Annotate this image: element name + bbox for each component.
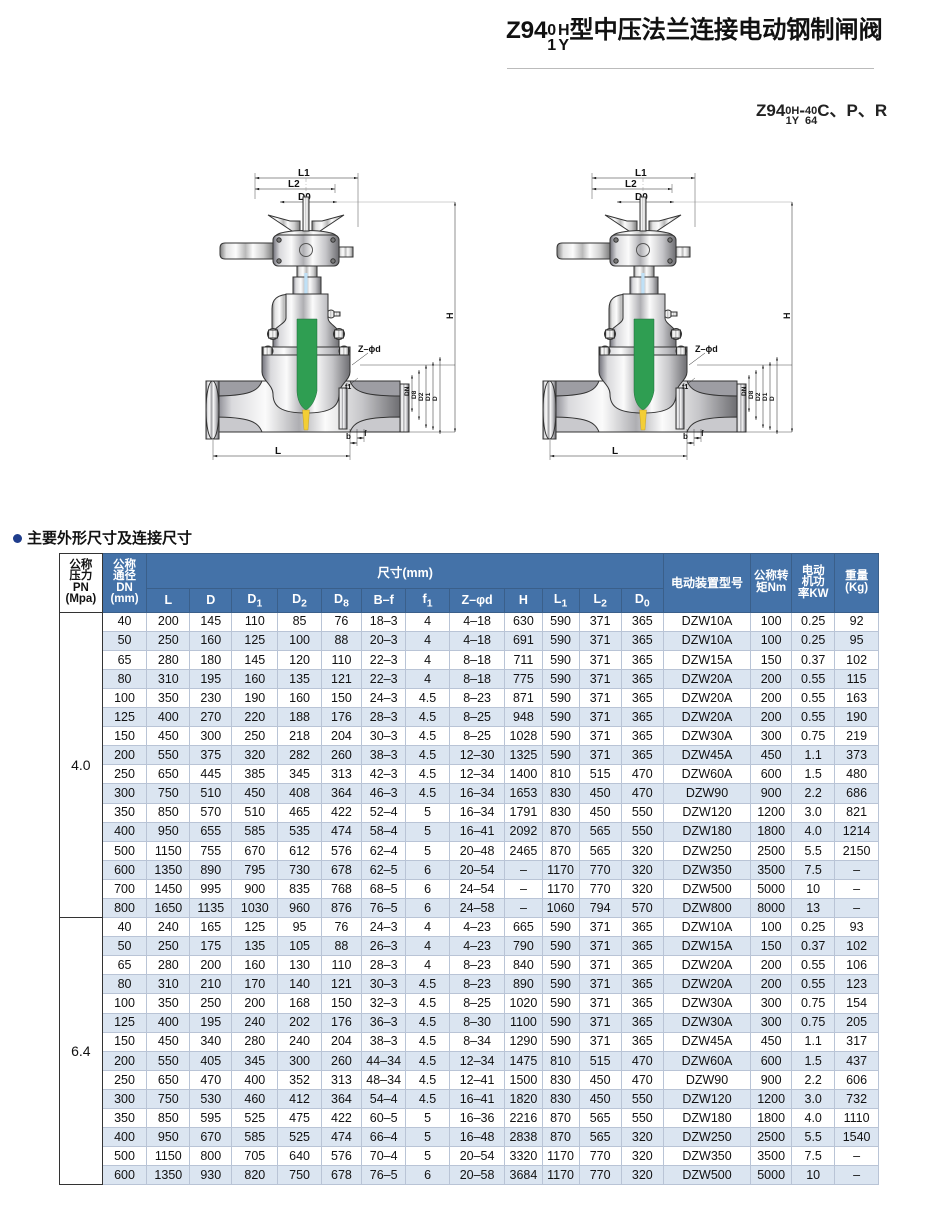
svg-text:Z–ϕd: Z–ϕd [358,344,381,354]
svg-text:b: b [346,432,351,441]
svg-text:f1: f1 [682,384,688,391]
svg-text:Z–ϕd: Z–ϕd [695,344,718,354]
svg-text:H: H [445,313,455,320]
svg-text:f1: f1 [345,384,351,391]
svg-text:L: L [275,446,281,457]
svg-text:L2: L2 [625,179,637,190]
svg-text:D8: D8 [411,390,418,399]
svg-text:H: H [782,313,792,320]
svg-text:D: D [769,396,776,401]
svg-text:L2: L2 [288,179,300,190]
svg-text:L1: L1 [298,169,310,179]
svg-text:D8: D8 [748,390,755,399]
svg-text:D2: D2 [418,392,425,401]
svg-text:f: f [701,429,704,438]
svg-text:D1: D1 [425,392,432,401]
svg-text:DN: DN [404,386,411,396]
svg-text:L: L [612,446,618,457]
svg-text:D: D [432,396,439,401]
svg-text:b: b [683,432,688,441]
svg-text:L1: L1 [635,169,647,179]
svg-text:f: f [364,429,367,438]
svg-text:DN: DN [741,386,748,396]
svg-text:D1: D1 [762,392,769,401]
svg-text:D2: D2 [755,392,762,401]
